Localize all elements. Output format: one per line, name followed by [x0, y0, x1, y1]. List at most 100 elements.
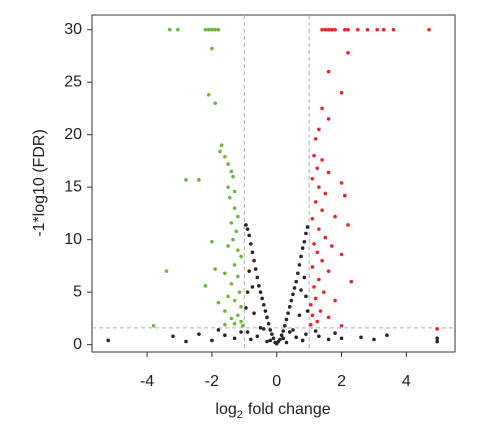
- point: [310, 265, 315, 269]
- point: [312, 153, 316, 158]
- point: [231, 237, 235, 242]
- point: [315, 166, 320, 171]
- point: [265, 315, 269, 320]
- point: [268, 328, 273, 332]
- point: [294, 279, 298, 284]
- point: [206, 27, 211, 32]
- point: [176, 27, 180, 32]
- point: [333, 331, 337, 335]
- point: [210, 46, 214, 51]
- point: [346, 27, 350, 32]
- point: [292, 286, 297, 290]
- point: [203, 27, 208, 32]
- point: [291, 292, 295, 297]
- point: [381, 27, 386, 32]
- point: [333, 214, 337, 219]
- point: [265, 339, 269, 344]
- x-label-part: log: [215, 401, 236, 418]
- y-tick-label: 10: [64, 231, 82, 248]
- point: [249, 242, 253, 246]
- point: [261, 327, 266, 331]
- point: [240, 323, 245, 328]
- point: [171, 334, 175, 339]
- point: [247, 233, 251, 238]
- point: [223, 309, 227, 313]
- x-tick-label: 4: [402, 373, 411, 390]
- point: [245, 290, 250, 294]
- point: [326, 69, 331, 74]
- point: [346, 50, 350, 55]
- point: [302, 275, 307, 280]
- point: [315, 319, 320, 324]
- point: [284, 340, 289, 345]
- point: [304, 231, 308, 236]
- point: [210, 338, 214, 343]
- point: [184, 339, 188, 344]
- y-tick-label: 0: [73, 336, 82, 353]
- point: [326, 27, 331, 32]
- point: [315, 250, 320, 255]
- point: [312, 242, 316, 246]
- point: [184, 178, 188, 182]
- point: [244, 306, 248, 310]
- point: [232, 263, 237, 267]
- point: [197, 332, 201, 336]
- point: [310, 176, 315, 181]
- point: [250, 285, 255, 289]
- point: [313, 329, 318, 333]
- point: [300, 246, 305, 250]
- y-tick-label: 15: [64, 178, 82, 195]
- point: [197, 178, 201, 182]
- point: [210, 239, 214, 244]
- point: [226, 244, 230, 248]
- point: [237, 290, 242, 294]
- point: [273, 340, 277, 345]
- point: [339, 181, 344, 185]
- point: [302, 239, 307, 244]
- point: [320, 158, 324, 162]
- point: [326, 117, 331, 121]
- point: [232, 189, 237, 194]
- point: [245, 227, 250, 231]
- point: [300, 338, 305, 343]
- point: [252, 311, 256, 315]
- point: [279, 333, 284, 338]
- point: [232, 206, 237, 210]
- point: [385, 333, 389, 338]
- point: [223, 322, 227, 327]
- x-label-part: fold change: [248, 401, 331, 418]
- point: [106, 338, 111, 343]
- point: [164, 269, 169, 273]
- point: [151, 323, 156, 328]
- point: [308, 302, 313, 307]
- point: [263, 309, 268, 313]
- point: [270, 332, 274, 336]
- point: [232, 321, 237, 326]
- y-tick-label: 5: [73, 283, 82, 300]
- point: [343, 193, 347, 198]
- point: [333, 298, 337, 303]
- point: [236, 248, 240, 252]
- point: [326, 337, 331, 342]
- point: [226, 294, 230, 299]
- point: [313, 296, 318, 301]
- point: [289, 298, 294, 303]
- point: [286, 311, 290, 315]
- point: [323, 235, 328, 240]
- point: [320, 106, 324, 111]
- point: [287, 330, 292, 334]
- point: [281, 336, 286, 341]
- point: [435, 339, 439, 344]
- point: [239, 330, 243, 334]
- point: [219, 143, 224, 147]
- point: [227, 195, 232, 200]
- point: [304, 294, 308, 299]
- point: [297, 263, 302, 267]
- point: [320, 208, 324, 213]
- point: [223, 154, 227, 159]
- point: [167, 27, 172, 32]
- point: [253, 267, 258, 271]
- point: [320, 27, 324, 32]
- point: [310, 216, 315, 221]
